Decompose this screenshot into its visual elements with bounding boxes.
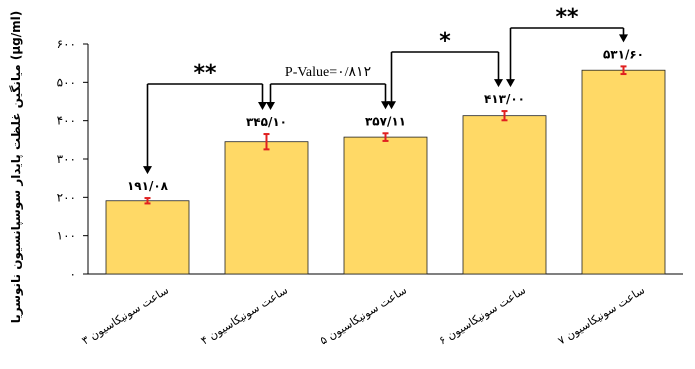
y-tick-label: ۴۰۰ — [57, 114, 76, 128]
y-tick-label: ۲۰۰ — [57, 190, 76, 204]
data-label: ۵۳۱/۶۰ — [603, 47, 644, 61]
category-label: ۷ ساعت سونیکاسیون — [556, 284, 648, 348]
comparison-label: ** — [555, 5, 579, 30]
bar — [224, 141, 309, 275]
y-tick-label: ۶۰۰ — [57, 37, 76, 51]
comparison-arrow-head — [381, 101, 390, 110]
data-labels: ۱۹۱/۰۸ ۳۴۵/۱۰ ۳۵۷/۱۱ ۴۱۳/۰۰ ۵۳۱/۶۰ — [127, 47, 644, 193]
comparison-arrow-head — [387, 101, 396, 110]
comparison-arrow-head — [494, 79, 503, 88]
comparison-label: * — [439, 29, 451, 54]
comparison-arrow-head — [619, 34, 628, 43]
y-tick-label: ۰ — [70, 267, 76, 281]
category-labels: ۳ ساعت سونیکاسیون ۴ ساعت سونیکاسیون ۵ ساعت… — [80, 284, 648, 348]
y-axis-label: میانگین غلظت پایدار سوسپانسیون نانوسریا … — [9, 11, 24, 324]
category-label: ۴ ساعت سونیکاسیون — [199, 284, 291, 348]
category-label: ۳ ساعت سونیکاسیون — [80, 284, 172, 348]
comparison-arrow-head — [143, 166, 152, 175]
bar — [105, 200, 190, 275]
data-label: ۳۴۵/۱۰ — [246, 115, 287, 129]
data-label: ۱۹۱/۰۸ — [127, 179, 169, 193]
error-bars — [144, 65, 627, 205]
bar — [343, 136, 428, 275]
comparison-arrow-head — [258, 102, 267, 111]
comparison-arrow-head — [266, 102, 275, 111]
data-label: ۴۱۳/۰۰ — [484, 92, 525, 106]
data-label: ۳۵۷/۱۱ — [365, 114, 406, 128]
y-tick-label: ۳۰۰ — [57, 152, 76, 166]
comparison-label: P-Value=۰/۸۱۲ — [285, 65, 371, 80]
category-label: ۶ ساعت سونیکاسیون — [437, 284, 529, 348]
comparison-label: ** — [193, 61, 217, 86]
y-axis-ticks: ۰ ۱۰۰ ۲۰۰ ۳۰۰ ۴۰۰ ۵۰۰ ۶۰۰ — [57, 37, 88, 281]
comparisons: ** P-Value=۰/۸۱۲*** — [143, 5, 628, 175]
y-tick-label: ۱۰۰ — [57, 229, 76, 243]
category-label: ۵ ساعت سونیکاسیون — [318, 284, 410, 348]
bar — [581, 69, 666, 275]
comparison-arrow-head — [506, 79, 515, 88]
bar — [462, 115, 547, 275]
y-tick-label: ۵۰۰ — [57, 75, 76, 89]
bars — [105, 69, 666, 275]
